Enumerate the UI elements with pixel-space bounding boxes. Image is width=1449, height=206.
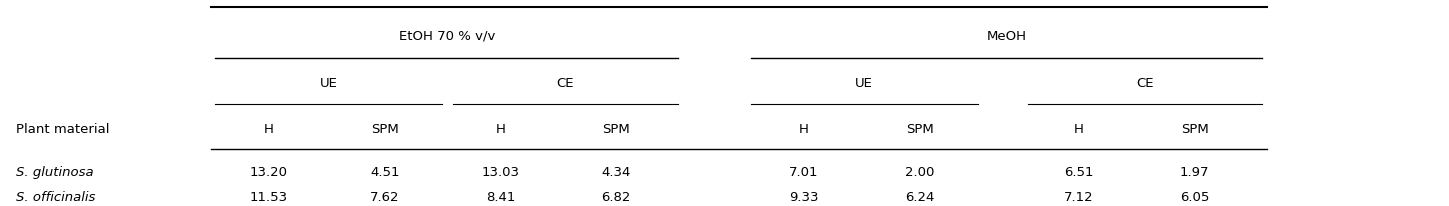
Text: SPM: SPM: [1181, 123, 1208, 136]
Text: CE: CE: [556, 76, 574, 89]
Text: 7.12: 7.12: [1064, 190, 1094, 203]
Text: 2.00: 2.00: [906, 166, 935, 178]
Text: SPM: SPM: [603, 123, 630, 136]
Text: H: H: [1074, 123, 1084, 136]
Text: 4.51: 4.51: [369, 166, 400, 178]
Text: H: H: [798, 123, 809, 136]
Text: S. officinalis: S. officinalis: [16, 190, 96, 203]
Text: EtOH 70 % v/v: EtOH 70 % v/v: [398, 29, 496, 42]
Text: H: H: [496, 123, 506, 136]
Text: CE: CE: [1136, 76, 1153, 89]
Text: 9.33: 9.33: [790, 190, 819, 203]
Text: 7.01: 7.01: [790, 166, 819, 178]
Text: 8.41: 8.41: [485, 190, 514, 203]
Text: Plant material: Plant material: [16, 123, 109, 136]
Text: UE: UE: [320, 76, 338, 89]
Text: 13.03: 13.03: [481, 166, 519, 178]
Text: 6.24: 6.24: [906, 190, 935, 203]
Text: 13.20: 13.20: [249, 166, 288, 178]
Text: S. glutinosa: S. glutinosa: [16, 166, 94, 178]
Text: UE: UE: [855, 76, 872, 89]
Text: H: H: [264, 123, 274, 136]
Text: MeOH: MeOH: [987, 29, 1026, 42]
Text: 6.51: 6.51: [1064, 166, 1094, 178]
Text: 11.53: 11.53: [249, 190, 288, 203]
Text: SPM: SPM: [906, 123, 933, 136]
Text: 6.05: 6.05: [1179, 190, 1210, 203]
Text: 6.82: 6.82: [601, 190, 630, 203]
Text: 7.62: 7.62: [369, 190, 400, 203]
Text: SPM: SPM: [371, 123, 398, 136]
Text: 4.34: 4.34: [601, 166, 630, 178]
Text: 1.97: 1.97: [1179, 166, 1210, 178]
